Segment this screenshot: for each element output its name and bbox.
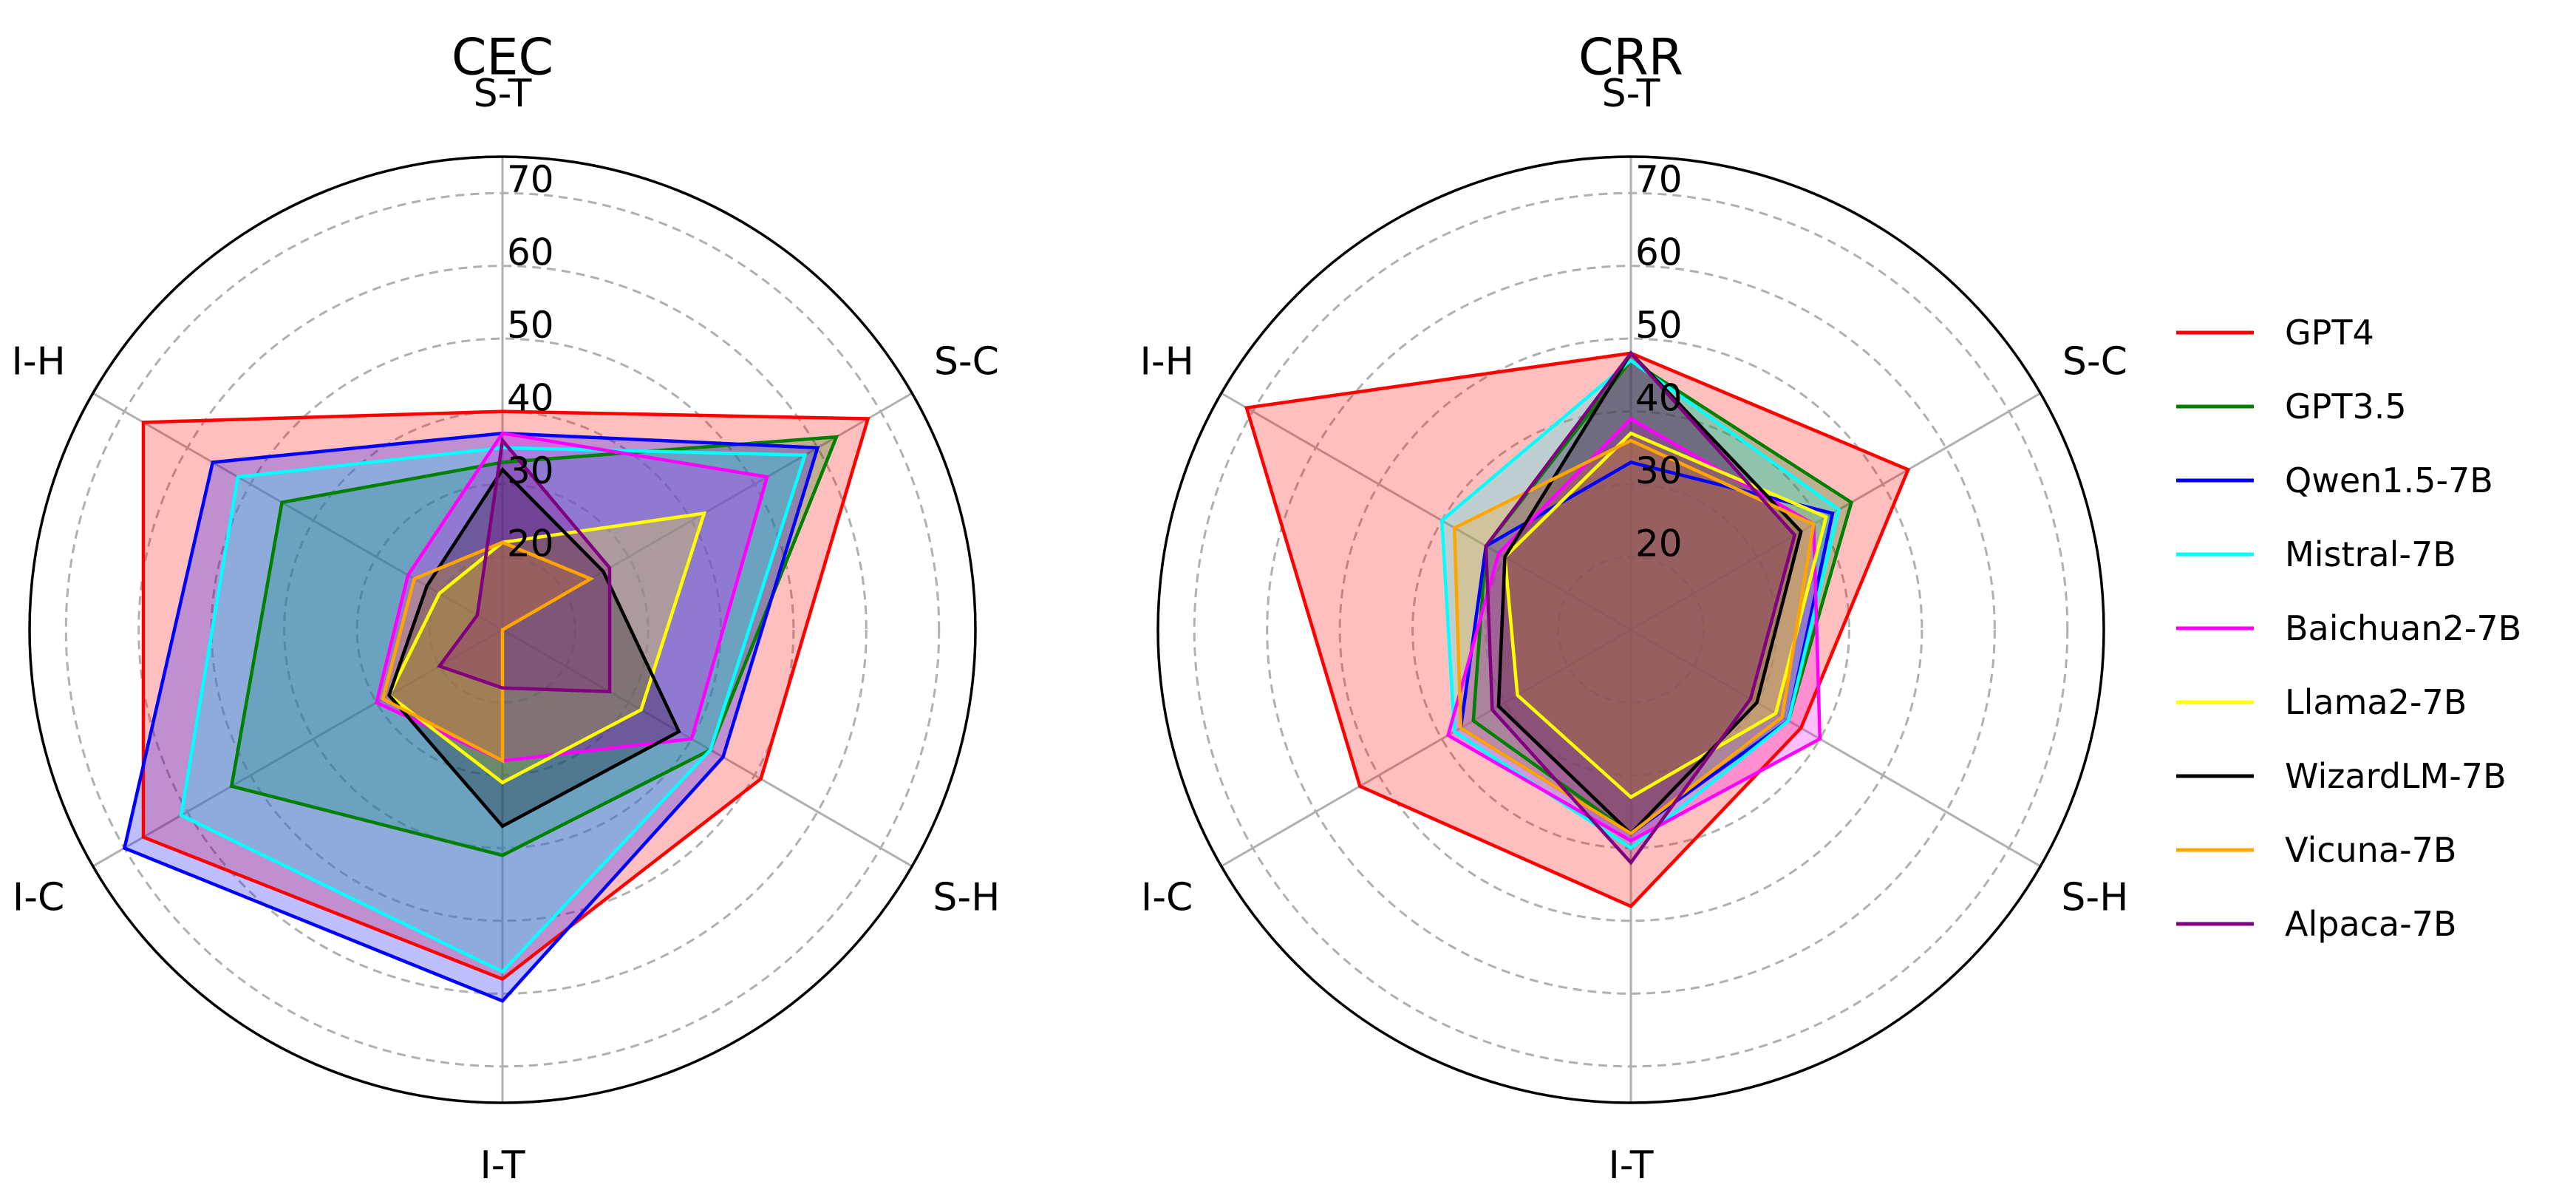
chart-title: CEC bbox=[452, 29, 553, 87]
axis-label-i-t: I-T bbox=[1608, 1143, 1653, 1188]
legend-entry-baichuan2-7b: Baichuan2-7B bbox=[2176, 608, 2521, 648]
axis-label-s-c: S-C bbox=[2062, 340, 2127, 384]
spoke-i-c bbox=[1220, 628, 1632, 868]
polar-frame bbox=[1156, 155, 2105, 1104]
axis-label-s-t: S-T bbox=[1602, 72, 1660, 116]
series-area-vicuna-7b bbox=[383, 542, 591, 761]
series-line-wizardlm-7b bbox=[386, 466, 681, 829]
legend-label: Llama2-7B bbox=[2285, 682, 2467, 722]
series-area-qwen1-5-7b bbox=[1460, 462, 1833, 834]
r-tick-label: 60 bbox=[507, 231, 554, 274]
chart-title: CRR bbox=[1578, 29, 1683, 87]
series-area-qwen1-5-7b bbox=[124, 433, 818, 1002]
series-line-mistral-7b bbox=[1439, 358, 1841, 851]
series-line-alpaca-7b bbox=[437, 436, 612, 694]
radar-chart-crr: CRR 20 30 40 50 60 70 S-T S-C S-H I-T I-C I-H bbox=[1140, 29, 2129, 1189]
grid-circle bbox=[210, 337, 795, 922]
spoke-i-h bbox=[92, 392, 503, 631]
series-area-gpt4 bbox=[143, 411, 868, 979]
axis-label-s-h: S-H bbox=[2061, 876, 2128, 920]
axis-label-i-t: I-T bbox=[480, 1143, 525, 1188]
grid-circle bbox=[1338, 337, 1924, 922]
legend-label: GPT4 bbox=[2285, 313, 2374, 353]
series-area-llama2-7b bbox=[389, 513, 704, 783]
series-fills bbox=[124, 411, 868, 1002]
r-tick-label: 30 bbox=[1635, 449, 1683, 492]
legend: GPT4 GPT3.5 Qwen1.5-7B Mistral-7B Baichuan2-… bbox=[2176, 313, 2521, 944]
series-lines bbox=[1244, 350, 1911, 908]
series-line-gpt3-5 bbox=[229, 435, 839, 857]
axis-label-s-h: S-H bbox=[933, 876, 1000, 920]
spoke-i-c bbox=[92, 628, 503, 868]
series-line-mistral-7b bbox=[179, 446, 808, 974]
axis-label-i-h: I-H bbox=[1140, 340, 1194, 384]
legend-entry-wizardlm-7b: WizardLM-7B bbox=[2176, 756, 2507, 796]
r-tick-label: 20 bbox=[1635, 523, 1683, 565]
axis-label-i-c: I-C bbox=[1141, 876, 1193, 920]
series-line-vicuna-7b bbox=[381, 540, 595, 764]
series-line-alpaca-7b bbox=[1484, 350, 1797, 866]
legend-label: WizardLM-7B bbox=[2285, 756, 2507, 796]
series-area-gpt3-5 bbox=[1473, 360, 1852, 834]
r-tick-label: 40 bbox=[507, 377, 554, 420]
r-tick-label: 20 bbox=[507, 523, 554, 565]
series-line-qwen1-5-7b bbox=[122, 431, 820, 1003]
series-area-gpt3-5 bbox=[231, 437, 836, 856]
series-line-gpt4 bbox=[1244, 351, 1911, 908]
series-line-llama2-7b bbox=[386, 511, 707, 785]
spoke-s-c bbox=[1630, 392, 2042, 631]
legend-entry-mistral-7b: Mistral-7B bbox=[2176, 534, 2456, 574]
spoke-s-h bbox=[1630, 628, 2042, 868]
r-tick-label: 70 bbox=[1635, 158, 1683, 201]
axis-label-i-h: I-H bbox=[12, 340, 66, 384]
legend-label: Baichuan2-7B bbox=[2285, 608, 2521, 648]
legend-entry-llama2-7b: Llama2-7B bbox=[2176, 682, 2467, 722]
axis-label-i-c: I-C bbox=[13, 876, 64, 920]
r-tick-label: 40 bbox=[1635, 377, 1683, 420]
spoke-s-h bbox=[502, 628, 913, 868]
spoke-i-h bbox=[1220, 392, 1632, 631]
legend-entry-gpt4: GPT4 bbox=[2176, 313, 2374, 353]
legend-label: GPT3.5 bbox=[2285, 387, 2407, 426]
series-area-mistral-7b bbox=[181, 447, 805, 972]
grid-circle bbox=[1266, 265, 1996, 995]
axis-label-s-c: S-C bbox=[934, 340, 999, 384]
r-tick-label: 60 bbox=[1635, 231, 1683, 274]
grid-circle bbox=[137, 265, 868, 995]
legend-label: Qwen1.5-7B bbox=[2285, 460, 2493, 500]
radar-chart-cec: CEC 20 30 40 50 60 70 S-T S-C S-H I-T I-C I-H bbox=[12, 29, 1001, 1189]
legend-entry-qwen1-5-7b: Qwen1.5-7B bbox=[2176, 460, 2493, 500]
legend-entry-alpaca-7b: Alpaca-7B bbox=[2176, 904, 2457, 944]
polar-frame bbox=[28, 155, 977, 1104]
r-tick-label: 30 bbox=[507, 449, 554, 492]
r-tick-label: 50 bbox=[507, 304, 554, 347]
legend-entry-vicuna-7b: Vicuna-7B bbox=[2176, 830, 2456, 870]
series-line-vicuna-7b bbox=[1452, 438, 1816, 836]
series-area-alpaca-7b bbox=[439, 441, 610, 692]
r-tick-label: 70 bbox=[507, 158, 554, 201]
legend-label: Mistral-7B bbox=[2285, 534, 2456, 574]
r-tick-label: 50 bbox=[1635, 304, 1683, 347]
series-lines bbox=[122, 409, 870, 1003]
series-line-gpt4 bbox=[141, 409, 870, 982]
legend-label: Vicuna-7B bbox=[2285, 830, 2456, 870]
legend-entry-gpt3-5: GPT3.5 bbox=[2176, 387, 2407, 426]
legend-label: Alpaca-7B bbox=[2285, 904, 2457, 944]
axis-label-s-t: S-T bbox=[474, 72, 532, 116]
